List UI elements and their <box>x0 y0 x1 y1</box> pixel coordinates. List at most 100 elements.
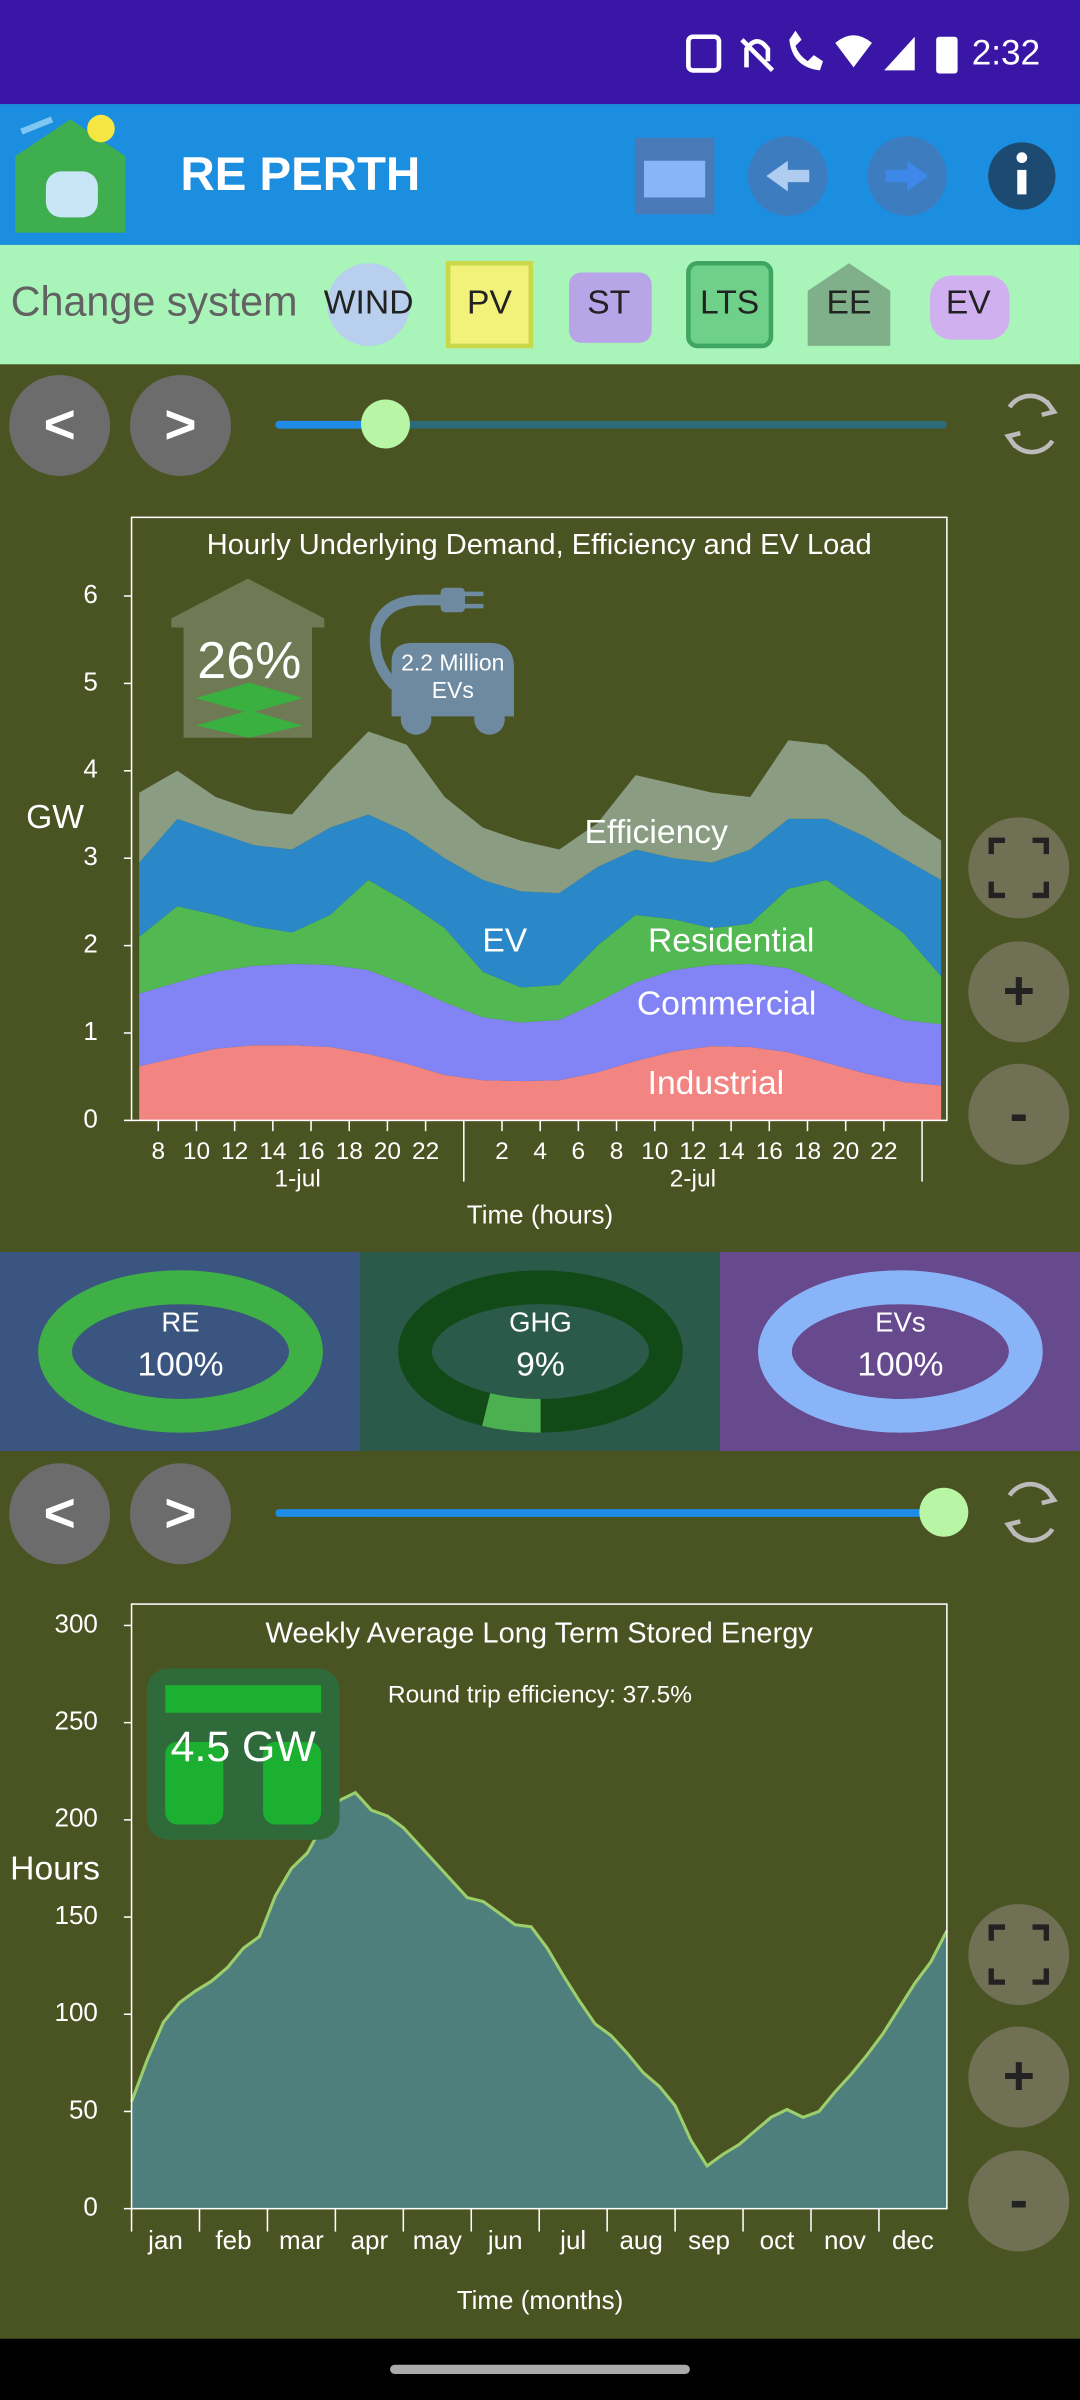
x-axis-label: Time (months) <box>457 2285 624 2315</box>
x-tick-label: 14 <box>718 1138 745 1165</box>
system-button[interactable]: LTS <box>700 284 759 321</box>
prev-button[interactable] <box>9 374 111 477</box>
ev-icon <box>930 275 1010 340</box>
home-handle[interactable] <box>390 2364 690 2374</box>
refresh-button[interactable] <box>1004 393 1058 455</box>
x-tick-label: 4 <box>533 1138 547 1165</box>
chart-title: Hourly Underlying Demand, Efficiency and… <box>207 529 872 561</box>
slider-thumb[interactable] <box>919 1487 969 1537</box>
x-tick-label: jun <box>487 2225 523 2255</box>
series-label: Commercial <box>637 985 816 1022</box>
x-tick-label: 8 <box>610 1138 624 1165</box>
zoom-in-label: + <box>1003 2045 1035 2107</box>
x-tick-label: 14 <box>259 1138 286 1165</box>
fullscreen-button[interactable] <box>968 817 1070 919</box>
storage-icon-top <box>165 1685 322 1713</box>
x-tick-label: aug <box>619 2225 662 2255</box>
series-label: Residential <box>648 923 814 960</box>
x-tick-label: 22 <box>412 1138 439 1165</box>
y-axis-label: GW <box>26 799 84 836</box>
prev-label: < <box>44 1481 76 1543</box>
x-tick-label: apr <box>351 2225 389 2255</box>
series-label: Efficiency <box>585 814 729 851</box>
info-icon <box>1017 169 1027 195</box>
system-bar <box>0 244 1080 365</box>
chart-title: Weekly Average Long Term Stored Energy <box>265 1617 813 1649</box>
storage-icon-right <box>263 1741 322 1825</box>
wind-icon <box>327 263 410 346</box>
system-button[interactable]: EE <box>827 284 872 321</box>
system-button[interactable]: PV <box>467 284 512 321</box>
zoom-out-label: - <box>1010 1082 1028 1144</box>
slider-fill <box>275 420 386 429</box>
zoom-out-label: - <box>1010 2169 1028 2231</box>
gauge-label: RE <box>161 1306 199 1337</box>
zoom-in-label: + <box>1003 959 1035 1021</box>
y-tick-label: 4 <box>83 754 97 784</box>
series-label: Industrial <box>648 1065 785 1102</box>
gauge-arc <box>38 1270 323 1433</box>
series-label: EV <box>482 923 527 960</box>
storage-icon <box>146 1668 340 1840</box>
area-line <box>130 1790 949 2169</box>
fullscreen-icon <box>988 837 1049 899</box>
x-tick-label: 2 <box>495 1138 509 1165</box>
slider-thumb[interactable] <box>361 399 410 449</box>
efficiency-note: Round trip efficiency: 37.5% <box>388 1681 692 1708</box>
x-tick-label: 6 <box>572 1138 586 1165</box>
system-button[interactable]: EV <box>946 284 991 321</box>
gauge-value: 100% <box>137 1347 223 1384</box>
x-axis-label: Time (hours) <box>467 1200 613 1230</box>
pv-icon <box>445 260 534 349</box>
x-tick-label: 18 <box>794 1138 821 1165</box>
ev-car-icon <box>369 587 514 735</box>
y-tick-label: 0 <box>83 2192 97 2222</box>
day-label: 1-jul <box>275 1166 321 1193</box>
fullscreen-button[interactable] <box>968 1904 1070 2006</box>
day-label: 2-jul <box>670 1166 716 1193</box>
y-tick-label: 0 <box>83 1103 97 1133</box>
x-tick-label: may <box>413 2225 462 2255</box>
system-label: Change system <box>11 278 298 324</box>
next-label: > <box>164 393 196 455</box>
x-tick-label: sep <box>688 2225 730 2255</box>
zoom-out-button[interactable] <box>968 2150 1070 2252</box>
next-label: > <box>164 1481 196 1543</box>
x-tick-label: nov <box>824 2225 866 2255</box>
y-tick-label: 50 <box>69 2094 98 2124</box>
x-tick-label: 10 <box>183 1138 210 1165</box>
x-tick-label: 20 <box>374 1138 401 1165</box>
plot-frame <box>130 516 948 1122</box>
y-tick-label: 6 <box>83 579 97 609</box>
ev-count: 2.2 Million EVs <box>401 650 505 705</box>
x-tick-label: 20 <box>832 1138 859 1165</box>
gauge-row: RE 100% GHG 9% EVs 100% <box>0 1252 1080 1452</box>
next-button[interactable] <box>130 374 231 477</box>
area-segment <box>139 731 942 894</box>
area-segment <box>139 880 942 1025</box>
x-tick-label: feb <box>215 2225 251 2255</box>
zoom-out-button[interactable] <box>968 1063 1070 1165</box>
x-tick-label: 12 <box>679 1138 706 1165</box>
app-title: RE PERTH <box>181 148 421 201</box>
x-tick-label: jan <box>147 2225 183 2255</box>
zoom-in-button[interactable] <box>968 2026 1070 2128</box>
system-button[interactable]: ST <box>587 284 630 321</box>
status-time: 2:32 <box>972 33 1040 72</box>
x-tick-label: 16 <box>297 1138 324 1165</box>
x-tick-label: 8 <box>151 1138 165 1165</box>
next-button[interactable] <box>130 1463 231 1565</box>
x-tick-label: mar <box>279 2225 324 2255</box>
system-button[interactable]: WIND <box>324 284 414 321</box>
lts-icon <box>686 260 774 349</box>
prev-button[interactable] <box>9 1463 111 1565</box>
refresh-button[interactable] <box>1004 1481 1058 1543</box>
y-tick-label: 100 <box>55 1997 98 2027</box>
zoom-in-button[interactable] <box>968 941 1070 1043</box>
area <box>131 1792 947 2209</box>
gauge-label: GHG <box>509 1306 572 1337</box>
slider-track <box>275 420 947 429</box>
y-tick-label: 200 <box>55 1803 98 1833</box>
prev-label: < <box>44 393 76 455</box>
